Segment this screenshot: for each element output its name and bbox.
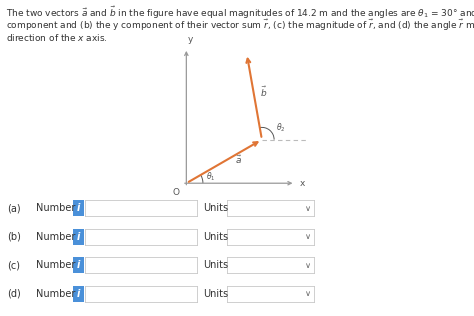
Text: Units: Units: [203, 289, 228, 299]
Text: (a): (a): [7, 203, 21, 213]
Text: Units: Units: [203, 232, 228, 242]
Text: direction of the $x$ axis.: direction of the $x$ axis.: [6, 32, 108, 43]
Text: Units: Units: [203, 203, 228, 213]
Text: $\vec{a}$: $\vec{a}$: [235, 154, 242, 166]
Text: The two vectors $\vec{a}$ and $\vec{b}$ in the figure have equal magnitudes of 1: The two vectors $\vec{a}$ and $\vec{b}$ …: [6, 5, 474, 21]
Text: i: i: [77, 260, 81, 270]
Text: x: x: [300, 179, 305, 188]
Text: Number: Number: [36, 260, 75, 270]
Text: ∨: ∨: [305, 232, 311, 241]
Text: i: i: [77, 232, 81, 242]
Text: y: y: [188, 35, 193, 44]
Text: ∨: ∨: [305, 204, 311, 213]
Text: (d): (d): [7, 289, 21, 299]
Text: ∨: ∨: [305, 261, 311, 270]
Text: $\theta_1$: $\theta_1$: [206, 171, 216, 183]
Text: i: i: [77, 289, 81, 299]
Text: (b): (b): [7, 232, 21, 242]
Text: i: i: [77, 203, 81, 213]
Text: Number: Number: [36, 289, 75, 299]
Text: Number: Number: [36, 203, 75, 213]
Text: ∨: ∨: [305, 289, 311, 298]
Text: Units: Units: [203, 260, 228, 270]
Text: component and (b) the y component of their vector sum $\vec{r}$, (c) the magnitu: component and (b) the y component of the…: [6, 18, 474, 33]
Text: $\vec{b}$: $\vec{b}$: [260, 84, 267, 99]
Text: Number: Number: [36, 232, 75, 242]
Text: $\theta_2$: $\theta_2$: [276, 122, 285, 134]
Text: O: O: [173, 188, 179, 198]
Text: (c): (c): [7, 260, 20, 270]
